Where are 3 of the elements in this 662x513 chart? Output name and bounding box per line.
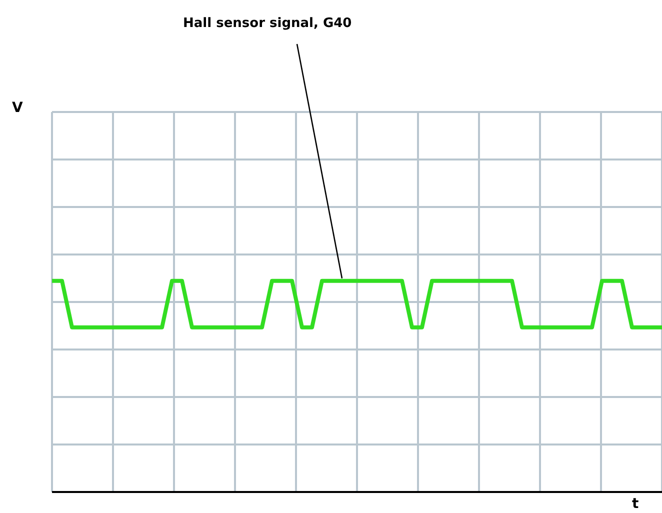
text: Hall sensor signal, G40 — [183, 16, 352, 31]
text: V — [12, 100, 23, 116]
x-axis-title: t — [632, 496, 639, 512]
